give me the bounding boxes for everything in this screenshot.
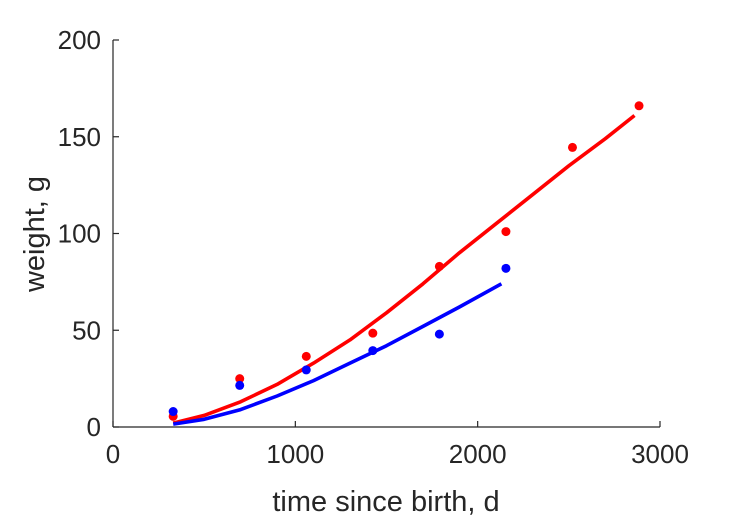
data-point: [501, 263, 511, 273]
data-point: [434, 329, 444, 339]
x-tick-label: 2000: [449, 439, 507, 469]
data-point: [567, 142, 577, 152]
data-point: [634, 101, 644, 111]
y-tick-label: 100: [58, 219, 101, 249]
fit-line: [172, 282, 503, 426]
y-tick-label: 200: [58, 25, 101, 55]
y-axis-label: weight, g: [19, 176, 51, 293]
data-point: [168, 407, 178, 417]
data-point: [301, 351, 311, 361]
plot-area: [168, 101, 644, 426]
series-1: [168, 101, 644, 425]
series-2: [168, 263, 511, 426]
data-point: [301, 365, 311, 375]
data-point: [368, 346, 378, 356]
x-axis-ticks: 0 1000 2000 3000: [106, 421, 689, 469]
data-point: [434, 261, 444, 271]
data-point: [501, 227, 511, 237]
y-axis-ticks: 0 50 100 150 200: [58, 25, 119, 442]
x-tick-label: 1000: [266, 439, 324, 469]
x-axis-label: time since birth, d: [272, 486, 499, 518]
x-tick-label: 3000: [631, 439, 689, 469]
x-tick-label: 0: [106, 439, 120, 469]
fit-line: [172, 114, 636, 425]
y-tick-label: 150: [58, 122, 101, 152]
data-point: [235, 380, 245, 390]
y-tick-label: 50: [72, 315, 101, 345]
axes: [112, 40, 660, 428]
data-point: [235, 374, 245, 384]
data-point: [368, 328, 378, 338]
y-tick-label: 0: [87, 412, 101, 442]
